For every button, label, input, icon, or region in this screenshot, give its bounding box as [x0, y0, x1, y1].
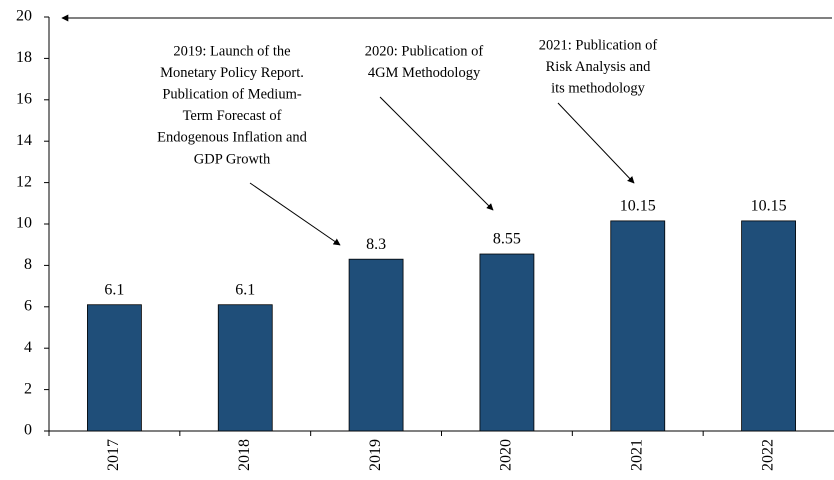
annotation: Endogenous Inflation and	[157, 130, 308, 146]
y-tick-label: 10	[16, 215, 32, 232]
value-label: 6.1	[235, 281, 255, 298]
y-tick-label: 16	[16, 90, 32, 107]
y-tick-label: 14	[16, 132, 32, 149]
bar	[610, 220, 666, 432]
value-label: 10.15	[751, 198, 787, 215]
value-label: 8.3	[366, 236, 386, 253]
annotation: Publication of Medium-	[162, 87, 302, 103]
x-tick-label: 2021	[628, 439, 645, 471]
bar	[87, 304, 142, 432]
annotation: 4GM Methodology	[368, 65, 481, 81]
annotation-arrow	[379, 96, 494, 211]
x-tick-label: 2022	[759, 439, 776, 471]
bar	[217, 304, 273, 432]
x-tick-label: 2017	[105, 439, 122, 471]
annotation: 2020: Publication of	[365, 43, 484, 59]
bar	[741, 220, 796, 432]
annotation: GDP Growth	[194, 151, 271, 167]
x-tick-label: 2020	[498, 439, 515, 471]
y-tick-label: 20	[16, 8, 32, 25]
y-tick-label: 18	[16, 49, 32, 66]
annotation-arrow	[557, 102, 635, 184]
bar	[348, 258, 404, 432]
y-tick-label: 2	[24, 380, 32, 397]
y-tick-label: 4	[24, 339, 32, 356]
value-label: 6.1	[104, 281, 124, 298]
y-tick-label: 0	[24, 422, 32, 439]
y-tick-label: 6	[24, 297, 32, 314]
annotation: Monetary Policy Report.	[160, 65, 304, 81]
annotation-arrow	[249, 182, 341, 246]
y-tick-label: 12	[16, 173, 32, 190]
bar	[479, 253, 535, 432]
annotation: 2019: Launch of the	[173, 43, 290, 59]
annotation: its methodology	[551, 81, 646, 97]
annotation: Term Forecast of	[183, 108, 282, 124]
annotation: 2021: Publication of	[539, 37, 658, 53]
value-label: 10.15	[620, 198, 656, 215]
x-tick-label: 2019	[367, 439, 384, 471]
annotation: Risk Analysis and	[546, 59, 651, 75]
y-tick-label: 8	[24, 256, 32, 273]
x-tick-label: 2018	[236, 439, 253, 471]
value-label: 8.55	[493, 231, 521, 248]
